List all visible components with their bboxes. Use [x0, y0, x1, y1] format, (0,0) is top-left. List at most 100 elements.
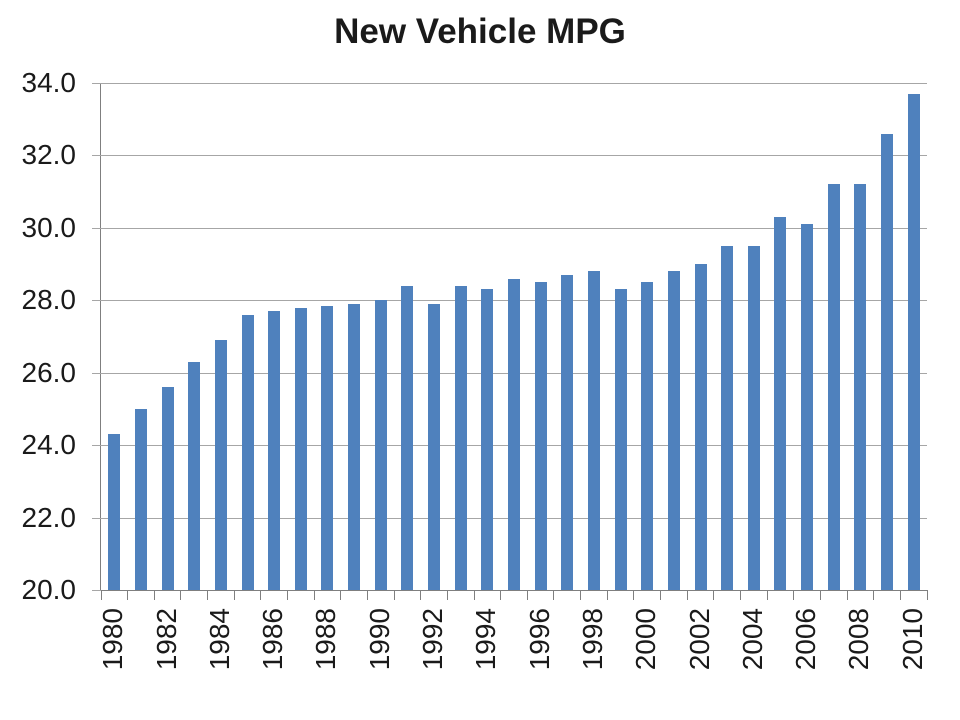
bar-1993 [454, 285, 467, 590]
bar-2005 [774, 217, 787, 590]
x-axis-label: 1988 [310, 608, 342, 671]
gridline [101, 83, 927, 84]
x-axis-tick [340, 590, 342, 600]
bar-2010 [907, 93, 920, 590]
y-axis-tick [92, 590, 101, 591]
bar-1986 [268, 311, 281, 590]
plot-area [92, 83, 928, 600]
bar-1988 [321, 305, 334, 590]
bar-2000 [641, 282, 654, 590]
y-axis-label: 30.0 [21, 211, 77, 243]
bar-1980 [108, 434, 121, 590]
y-axis-label: 32.0 [21, 139, 77, 171]
gridline [101, 227, 927, 229]
bar-1994 [481, 289, 494, 590]
y-axis-tick [92, 445, 101, 447]
bar-1995 [508, 278, 520, 590]
chart-title: New Vehicle MPG [334, 12, 626, 51]
x-axis-tick [446, 590, 448, 600]
x-axis-tick [180, 590, 182, 600]
bar-1996 [534, 282, 547, 590]
x-axis-label: 1994 [470, 608, 502, 671]
y-axis-label: 34.0 [21, 67, 77, 98]
x-axis-tick [287, 590, 289, 600]
bar-1989 [348, 303, 361, 590]
bar-1999 [614, 289, 627, 590]
gridline [101, 155, 927, 157]
x-axis-label: 2004 [736, 608, 768, 671]
x-axis-label: 2002 [683, 608, 715, 671]
y-axis-tick [92, 227, 101, 229]
bar-1981 [134, 408, 147, 590]
x-axis-tick [686, 590, 688, 600]
bar-2007 [827, 184, 840, 590]
bar-1982 [161, 387, 174, 590]
bar-2002 [694, 264, 707, 590]
x-axis-label: 1980 [97, 608, 129, 671]
bar-2004 [747, 245, 760, 590]
y-axis-label: 20.0 [21, 574, 77, 605]
y-axis-tick [92, 155, 101, 157]
bar-1990 [374, 300, 387, 590]
x-axis-tick [899, 590, 901, 600]
x-axis-label: 1996 [523, 608, 555, 671]
x-axis-label: 2000 [630, 608, 662, 671]
x-axis-label: 1982 [150, 608, 182, 671]
bar-2003 [721, 245, 734, 590]
bar-1987 [294, 307, 307, 590]
y-axis-label: 28.0 [21, 284, 77, 316]
y-axis-label: 22.0 [21, 501, 77, 533]
x-axis-tick [313, 590, 315, 600]
x-axis-tick [873, 590, 875, 600]
x-axis-tick [606, 590, 608, 600]
y-axis-label: 26.0 [21, 356, 77, 388]
x-axis-tick [633, 590, 635, 600]
y-axis-tick [92, 83, 101, 84]
bar-2001 [667, 271, 680, 590]
x-axis-tick [766, 590, 768, 600]
bar-1984 [214, 340, 227, 590]
x-axis-label: 2008 [843, 608, 875, 671]
bar-2008 [854, 184, 867, 590]
bar-1991 [401, 285, 414, 590]
x-axis-tick [846, 590, 848, 600]
x-axis-label: 2006 [790, 608, 822, 671]
x-axis-tick [100, 590, 102, 600]
x-axis-tick [500, 590, 502, 600]
x-axis-label: 2010 [896, 608, 928, 671]
y-axis-label: 24.0 [21, 429, 77, 461]
bar-1997 [561, 274, 574, 590]
bar-1985 [241, 314, 254, 590]
x-axis-tick [793, 590, 795, 600]
x-axis-tick [127, 590, 129, 600]
x-axis-label: 1998 [576, 608, 608, 671]
bar-1983 [188, 361, 201, 590]
x-axis-tick [153, 590, 155, 600]
x-axis-tick [393, 590, 395, 600]
x-axis-tick [739, 590, 741, 600]
x-axis-tick [260, 590, 262, 600]
x-axis-tick [580, 590, 582, 600]
x-axis-tick [926, 590, 928, 600]
y-axis-tick [92, 372, 101, 374]
x-axis-tick [819, 590, 821, 600]
x-axis-tick [473, 590, 475, 600]
x-axis-tick [420, 590, 422, 600]
x-axis-label: 1984 [203, 608, 235, 671]
x-axis-label: 1986 [257, 608, 289, 671]
x-axis-tick [660, 590, 662, 600]
y-axis-tick [92, 517, 101, 519]
bar-1998 [587, 271, 600, 590]
x-axis-label: 1992 [417, 608, 449, 671]
x-axis-tick [207, 590, 209, 600]
x-axis-tick [553, 590, 555, 600]
x-axis-label: 1990 [363, 608, 395, 671]
bar-2006 [801, 224, 814, 590]
x-axis-tick [366, 590, 368, 600]
x-axis-tick [713, 590, 715, 600]
x-axis-tick [233, 590, 235, 600]
x-axis-tick [526, 590, 528, 600]
bar-2009 [881, 133, 894, 590]
y-axis-tick [92, 300, 101, 302]
